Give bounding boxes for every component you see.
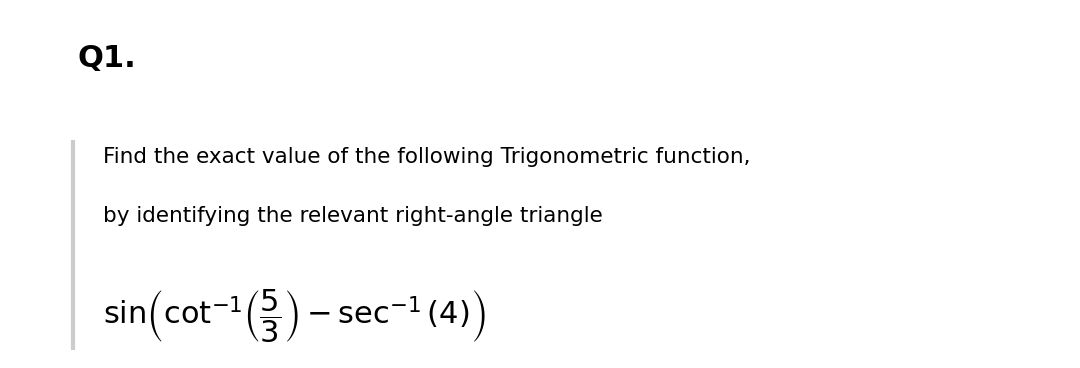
Text: $\sin\!\left(\cot^{-1}\!\left(\dfrac{5}{3}\right) - \sec^{-1}(4)\right)$: $\sin\!\left(\cot^{-1}\!\left(\dfrac{5}{…: [103, 287, 485, 344]
Text: Q1.: Q1.: [78, 44, 136, 73]
Text: Find the exact value of the following Trigonometric function,: Find the exact value of the following Tr…: [103, 147, 751, 167]
Text: by identifying the relevant right-angle triangle: by identifying the relevant right-angle …: [103, 206, 603, 226]
